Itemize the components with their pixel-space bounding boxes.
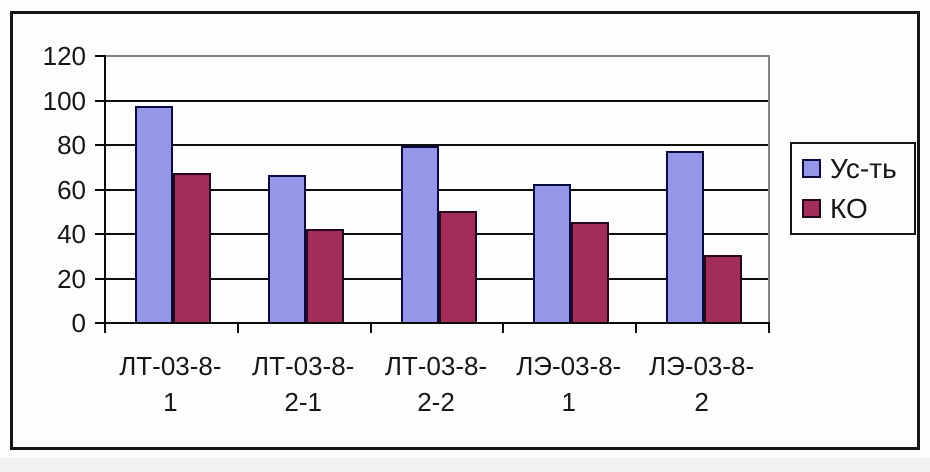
y-axis-label-100: 100 bbox=[42, 85, 86, 116]
legend-item-Ус-ть: Ус-ть bbox=[802, 152, 904, 184]
bar-КО-1 bbox=[173, 173, 211, 322]
y-axis-label-40: 40 bbox=[57, 219, 86, 249]
y-axis-tick-60 bbox=[95, 188, 106, 191]
x-axis-label-line1: ЛТ-03-8- bbox=[119, 351, 222, 381]
y-axis-label-0: 0 bbox=[71, 308, 86, 338]
x-axis-label-line2: 1 bbox=[163, 387, 178, 417]
bar-КО-4 bbox=[571, 222, 610, 322]
legend-item-КО: КО bbox=[802, 192, 904, 224]
x-axis-label-1: ЛТ-03-8- 1 bbox=[104, 348, 237, 424]
y-axis-tick-20 bbox=[95, 277, 106, 280]
chart-legend: Ус-ть КО bbox=[790, 142, 916, 235]
y-axis-tick-120 bbox=[95, 55, 106, 57]
x-axis-tick-3 bbox=[502, 324, 505, 333]
x-axis-label-line2: 2 bbox=[694, 387, 709, 417]
bar-КО-5 bbox=[704, 255, 743, 322]
legend-swatch-icon bbox=[802, 159, 821, 178]
plot-border-right bbox=[768, 55, 770, 324]
bar-Ус-ть-4 bbox=[533, 184, 572, 322]
legend-label: КО bbox=[830, 192, 868, 224]
x-axis-tick-1 bbox=[236, 324, 239, 333]
y-axis-label-60: 60 bbox=[57, 174, 86, 205]
y-axis-tick-0 bbox=[95, 322, 106, 324]
x-axis-tick-2 bbox=[369, 324, 372, 333]
x-axis-tick-4 bbox=[635, 324, 638, 333]
bar-КО-3 bbox=[438, 211, 477, 322]
x-axis-label-3: ЛТ-03-8- 2-2 bbox=[370, 348, 503, 424]
y-axis-label-120: 120 bbox=[42, 41, 86, 71]
x-axis-label-5: ЛЭ-03-8- 2 bbox=[635, 348, 768, 424]
x-axis-tick-5 bbox=[768, 324, 770, 333]
x-axis-label-4: ЛЭ-03-8- 1 bbox=[502, 348, 635, 424]
x-axis-label-line2: 2-2 bbox=[417, 387, 455, 417]
y-axis-tick-80 bbox=[95, 144, 106, 146]
bar-Ус-ть-5 bbox=[666, 151, 705, 322]
legend-swatch-icon bbox=[802, 199, 821, 218]
x-axis-label-line1: ЛТ-03-8- bbox=[252, 351, 355, 381]
bar-Ус-ть-1 bbox=[135, 106, 173, 322]
x-axis-label-line2: 1 bbox=[561, 387, 577, 417]
gridline-y80 bbox=[106, 144, 768, 146]
x-axis-label-line1: ЛЭ-03-8- bbox=[649, 351, 755, 381]
bar-Ус-ть-2 bbox=[267, 175, 306, 322]
bar-Ус-ть-3 bbox=[400, 146, 439, 322]
y-axis-label-80: 80 bbox=[57, 130, 86, 160]
bar-КО-2 bbox=[305, 229, 344, 322]
x-axis-label-2: ЛТ-03-8- 2-1 bbox=[237, 348, 370, 424]
legend-label: Ус-ть bbox=[830, 152, 897, 184]
y-axis-tick-100 bbox=[95, 99, 106, 102]
x-axis-tick-0 bbox=[104, 324, 106, 333]
y-axis-label-20: 20 bbox=[57, 263, 86, 294]
gridline-y100 bbox=[106, 99, 768, 102]
x-axis bbox=[104, 322, 770, 324]
x-axis-label-line1: ЛЭ-03-8- bbox=[516, 351, 622, 381]
x-axis-label-line2: 2-1 bbox=[284, 387, 322, 417]
plot-border-top bbox=[104, 55, 770, 57]
x-axis-label-line1: ЛТ-03-8- bbox=[384, 351, 488, 381]
y-axis-tick-40 bbox=[95, 233, 106, 235]
page-bottom-strip bbox=[0, 458, 930, 472]
